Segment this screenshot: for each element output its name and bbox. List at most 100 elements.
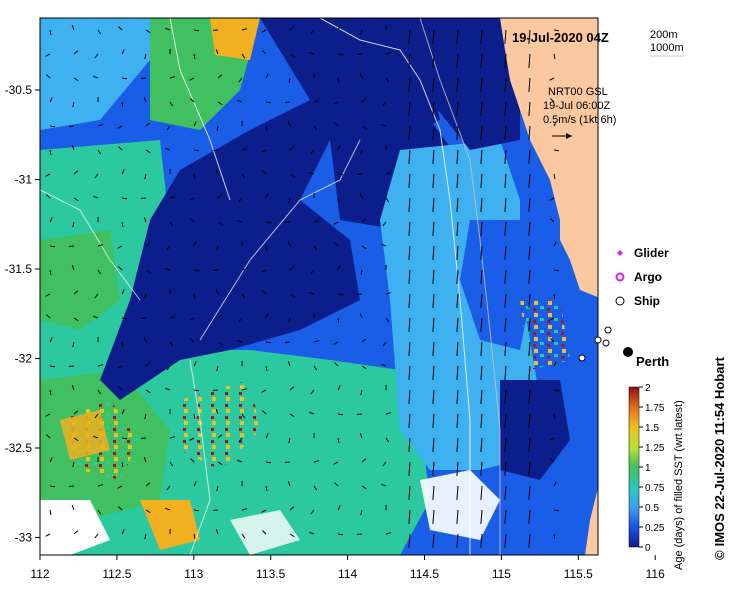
current-arrow — [528, 317, 531, 332]
x-tick-label: 114 — [338, 567, 357, 581]
current-arrow — [238, 77, 243, 83]
colorbar-tick-label: 0 — [645, 543, 651, 554]
current-arrow — [121, 341, 124, 348]
current-arrow — [216, 485, 219, 491]
current-arrow — [289, 53, 295, 58]
current-arrow — [480, 461, 483, 476]
current-arrow — [528, 509, 531, 524]
current-arrow — [553, 241, 557, 247]
x-tick-label: 112.5 — [102, 567, 131, 581]
current-arrow — [94, 413, 99, 419]
current-arrow — [504, 413, 507, 428]
current-arrow — [169, 341, 174, 347]
current-arrow — [528, 221, 531, 236]
current-arrow — [382, 461, 387, 467]
current-arrow — [121, 409, 125, 415]
current-arrow — [337, 197, 340, 204]
current-arrow — [288, 197, 291, 203]
current-arrow — [49, 125, 56, 128]
current-arrow — [288, 77, 291, 83]
credit-label: IMOS 22-Jul-2020 11:54 Hobart — [712, 357, 727, 547]
current-arrow — [217, 101, 223, 106]
current-arrow — [359, 193, 363, 199]
current-arrow — [504, 533, 507, 548]
current-arrow — [145, 122, 151, 127]
current-arrow — [238, 437, 243, 443]
current-arrow — [215, 169, 219, 175]
legend-ship-label: Ship — [634, 294, 660, 308]
x-axis: 112 112.5 113 113.5 114 114.5 115 115.5 116 — [30, 555, 665, 581]
current-arrow — [93, 315, 99, 319]
current-arrow — [480, 245, 483, 260]
current-arrow — [72, 101, 75, 107]
current-arrow — [408, 341, 411, 356]
current-arrow — [549, 437, 555, 441]
current-arrow — [408, 509, 411, 524]
current-arrow — [432, 173, 435, 188]
current-arrow — [166, 125, 171, 131]
current-arrow — [45, 173, 51, 177]
current-arrow — [93, 195, 99, 199]
current-arrow — [385, 52, 391, 55]
current-arrow — [528, 461, 531, 476]
current-arrow — [456, 389, 459, 404]
current-arrow — [480, 53, 483, 68]
current-arrow — [456, 77, 459, 92]
current-arrow — [262, 50, 267, 55]
current-arrow — [216, 365, 219, 371]
current-arrow — [480, 317, 483, 332]
current-arrow — [190, 98, 195, 103]
current-arrow — [193, 173, 196, 180]
current-arrow — [217, 74, 223, 79]
current-arrow — [456, 149, 459, 164]
current-arrow — [432, 125, 435, 140]
current-arrow — [553, 389, 560, 392]
current-arrow — [456, 509, 459, 524]
current-arrow — [480, 149, 483, 164]
current-arrow — [143, 97, 147, 103]
colorbar-tick-label: 0.25 — [645, 523, 665, 534]
current-arrow — [360, 269, 363, 275]
x-tick-label: 115 — [492, 567, 511, 581]
ship-icon — [615, 296, 625, 306]
current-arrow — [337, 145, 341, 151]
current-arrow — [408, 197, 411, 212]
current-arrow — [265, 433, 269, 439]
current-arrow — [49, 149, 52, 156]
current-arrow — [193, 481, 197, 487]
current-arrow — [143, 337, 147, 343]
current-arrow — [169, 316, 175, 319]
current-arrow — [313, 485, 318, 491]
current-arrow — [313, 245, 318, 251]
current-arrow — [408, 533, 411, 548]
current-arrow — [94, 293, 99, 299]
current-scale-arrow-icon — [552, 133, 572, 139]
current-arrow — [49, 509, 52, 516]
current-arrow — [456, 125, 459, 140]
current-arrow — [381, 123, 387, 127]
current-arrow — [361, 218, 367, 223]
current-arrow — [408, 389, 411, 404]
current-arrow — [49, 217, 53, 223]
current-arrow — [309, 531, 315, 535]
current-arrow — [94, 173, 99, 179]
current-arrow — [241, 388, 247, 391]
current-arrow — [261, 269, 267, 273]
current-arrow — [456, 293, 459, 308]
current-arrow — [432, 413, 435, 428]
current-arrow — [145, 149, 151, 154]
current-arrow — [289, 413, 295, 418]
current-arrow — [121, 461, 124, 468]
current-arrow — [385, 532, 391, 535]
current-arrow — [337, 505, 341, 511]
credit-text: © IMOS 22-Jul-2020 11:54 Hobart — [712, 260, 732, 560]
current-arrow — [337, 317, 340, 324]
current-arrow — [504, 341, 507, 356]
current-arrow — [313, 460, 319, 463]
current-arrow — [480, 293, 483, 308]
current-arrow — [553, 173, 556, 180]
date-title: 19-Jul-2020 04Z — [512, 30, 609, 45]
current-arrow — [121, 49, 125, 55]
current-arrow — [528, 533, 531, 548]
current-arrow — [189, 197, 195, 201]
